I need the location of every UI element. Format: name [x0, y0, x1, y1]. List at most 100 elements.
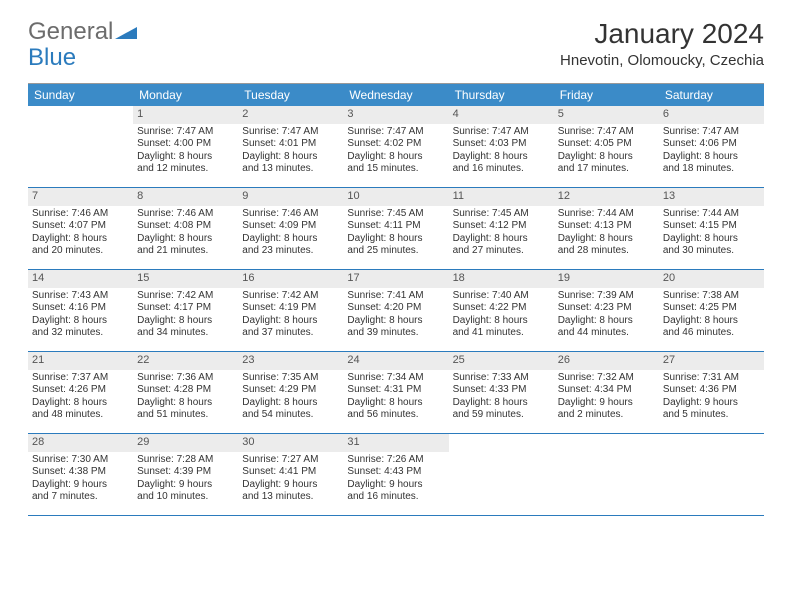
day-line-ss: Sunset: 4:29 PM	[242, 384, 339, 397]
day-line-d1: Daylight: 9 hours	[558, 397, 655, 410]
calendar-cell: 5 Sunrise: 7:47 AMSunset: 4:05 PMDaylight…	[554, 106, 659, 188]
day-line-d1: Daylight: 8 hours	[347, 233, 444, 246]
day-line-ss: Sunset: 4:13 PM	[558, 220, 655, 233]
day-line-sr: Sunrise: 7:42 AM	[242, 290, 339, 303]
day-line-sr: Sunrise: 7:34 AM	[347, 372, 444, 385]
day-line-ss: Sunset: 4:28 PM	[137, 384, 234, 397]
day-line-d1: Daylight: 8 hours	[137, 233, 234, 246]
day-number: 5	[554, 106, 659, 124]
calendar-cell: 1 Sunrise: 7:47 AMSunset: 4:00 PMDaylight…	[133, 106, 238, 188]
day-details: Sunrise: 7:46 AMSunset: 4:09 PMDaylight:…	[238, 208, 343, 262]
dow-sunday: Sunday	[28, 84, 133, 106]
day-line-d2: and 21 minutes.	[137, 245, 234, 258]
day-details: Sunrise: 7:47 AMSunset: 4:00 PMDaylight:…	[133, 126, 238, 180]
day-line-d1: Daylight: 8 hours	[663, 151, 760, 164]
dow-tuesday: Tuesday	[238, 84, 343, 106]
day-line-d2: and 44 minutes.	[558, 327, 655, 340]
calendar-cell: 24Sunrise: 7:34 AMSunset: 4:31 PMDayligh…	[343, 352, 448, 434]
day-line-sr: Sunrise: 7:31 AM	[663, 372, 760, 385]
calendar-cell: 16Sunrise: 7:42 AMSunset: 4:19 PMDayligh…	[238, 270, 343, 352]
day-number: 2	[238, 106, 343, 124]
day-line-d1: Daylight: 9 hours	[32, 479, 129, 492]
day-line-d2: and 37 minutes.	[242, 327, 339, 340]
day-line-d2: and 41 minutes.	[453, 327, 550, 340]
day-line-d1: Daylight: 8 hours	[347, 315, 444, 328]
calendar-cell: 31Sunrise: 7:26 AMSunset: 4:43 PMDayligh…	[343, 434, 448, 516]
day-line-sr: Sunrise: 7:27 AM	[242, 454, 339, 467]
day-line-d1: Daylight: 8 hours	[347, 397, 444, 410]
day-details: Sunrise: 7:42 AMSunset: 4:19 PMDaylight:…	[238, 290, 343, 344]
day-line-d1: Daylight: 9 hours	[242, 479, 339, 492]
day-line-ss: Sunset: 4:33 PM	[453, 384, 550, 397]
logo-triangle-icon	[115, 18, 137, 46]
day-number: 25	[449, 352, 554, 370]
day-line-sr: Sunrise: 7:35 AM	[242, 372, 339, 385]
day-line-ss: Sunset: 4:07 PM	[32, 220, 129, 233]
dow-wednesday: Wednesday	[343, 84, 448, 106]
day-number: 1	[133, 106, 238, 124]
day-line-sr: Sunrise: 7:40 AM	[453, 290, 550, 303]
day-details: Sunrise: 7:33 AMSunset: 4:33 PMDaylight:…	[449, 372, 554, 426]
dow-saturday: Saturday	[659, 84, 764, 106]
day-line-d2: and 27 minutes.	[453, 245, 550, 258]
day-number: 30	[238, 434, 343, 452]
calendar-cell: 27Sunrise: 7:31 AMSunset: 4:36 PMDayligh…	[659, 352, 764, 434]
day-details: Sunrise: 7:34 AMSunset: 4:31 PMDaylight:…	[343, 372, 448, 426]
day-line-ss: Sunset: 4:12 PM	[453, 220, 550, 233]
day-line-d2: and 56 minutes.	[347, 409, 444, 422]
calendar-cell: 18Sunrise: 7:40 AMSunset: 4:22 PMDayligh…	[449, 270, 554, 352]
day-line-sr: Sunrise: 7:42 AM	[137, 290, 234, 303]
day-line-ss: Sunset: 4:08 PM	[137, 220, 234, 233]
day-line-d2: and 20 minutes.	[32, 245, 129, 258]
day-line-sr: Sunrise: 7:36 AM	[137, 372, 234, 385]
day-line-ss: Sunset: 4:00 PM	[137, 138, 234, 151]
logo-text-blue: Blue	[28, 44, 76, 72]
day-details: Sunrise: 7:47 AMSunset: 4:01 PMDaylight:…	[238, 126, 343, 180]
day-details: Sunrise: 7:32 AMSunset: 4:34 PMDaylight:…	[554, 372, 659, 426]
day-details: Sunrise: 7:27 AMSunset: 4:41 PMDaylight:…	[238, 454, 343, 508]
calendar-cell: 30 Sunrise: 7:27 AMSunset: 4:41 PMDayligh…	[238, 434, 343, 516]
day-line-d1: Daylight: 8 hours	[32, 233, 129, 246]
calendar-cell: 25 Sunrise: 7:33 AMSunset: 4:33 PMDayligh…	[449, 352, 554, 434]
day-details: Sunrise: 7:36 AMSunset: 4:28 PMDaylight:…	[133, 372, 238, 426]
day-line-ss: Sunset: 4:23 PM	[558, 302, 655, 315]
day-line-d2: and 5 minutes.	[663, 409, 760, 422]
day-line-sr: Sunrise: 7:26 AM	[347, 454, 444, 467]
day-line-ss: Sunset: 4:31 PM	[347, 384, 444, 397]
day-line-ss: Sunset: 4:41 PM	[242, 466, 339, 479]
day-line-d2: and 2 minutes.	[558, 409, 655, 422]
day-line-d2: and 28 minutes.	[558, 245, 655, 258]
day-details: Sunrise: 7:47 AMSunset: 4:05 PMDaylight:…	[554, 126, 659, 180]
calendar-cell	[28, 106, 133, 188]
dow-row: SundayMondayTuesdayWednesdayThursdayFrid…	[28, 84, 764, 106]
calendar-cell: 8Sunrise: 7:46 AMSunset: 4:08 PMDaylight…	[133, 188, 238, 270]
day-line-d2: and 7 minutes.	[32, 491, 129, 504]
day-line-ss: Sunset: 4:43 PM	[347, 466, 444, 479]
day-line-d2: and 59 minutes.	[453, 409, 550, 422]
day-line-ss: Sunset: 4:06 PM	[663, 138, 760, 151]
day-line-sr: Sunrise: 7:47 AM	[347, 126, 444, 139]
day-details: Sunrise: 7:43 AMSunset: 4:16 PMDaylight:…	[28, 290, 133, 344]
dow-thursday: Thursday	[449, 84, 554, 106]
day-details: Sunrise: 7:37 AMSunset: 4:26 PMDaylight:…	[28, 372, 133, 426]
calendar-cell: 9Sunrise: 7:46 AMSunset: 4:09 PMDaylight…	[238, 188, 343, 270]
day-line-sr: Sunrise: 7:33 AM	[453, 372, 550, 385]
weeks-grid: 1Sunrise: 7:47 AMSunset: 4:00 PMDaylight…	[28, 106, 764, 516]
day-line-d2: and 16 minutes.	[453, 163, 550, 176]
day-line-d1: Daylight: 9 hours	[663, 397, 760, 410]
calendar-cell: 15Sunrise: 7:42 AMSunset: 4:17 PMDayligh…	[133, 270, 238, 352]
dow-friday: Friday	[554, 84, 659, 106]
day-line-d1: Daylight: 8 hours	[32, 397, 129, 410]
day-line-ss: Sunset: 4:09 PM	[242, 220, 339, 233]
day-number: 23	[238, 352, 343, 370]
calendar-cell: 12Sunrise: 7:44 AMSunset: 4:13 PMDayligh…	[554, 188, 659, 270]
day-number: 28	[28, 434, 133, 452]
day-line-sr: Sunrise: 7:44 AM	[558, 208, 655, 221]
day-line-ss: Sunset: 4:20 PM	[347, 302, 444, 315]
day-line-ss: Sunset: 4:05 PM	[558, 138, 655, 151]
day-number: 11	[449, 188, 554, 206]
calendar-cell: 10Sunrise: 7:45 AMSunset: 4:11 PMDayligh…	[343, 188, 448, 270]
calendar-cell: 26Sunrise: 7:32 AMSunset: 4:34 PMDayligh…	[554, 352, 659, 434]
day-line-d2: and 13 minutes.	[242, 491, 339, 504]
day-details: Sunrise: 7:35 AMSunset: 4:29 PMDaylight:…	[238, 372, 343, 426]
